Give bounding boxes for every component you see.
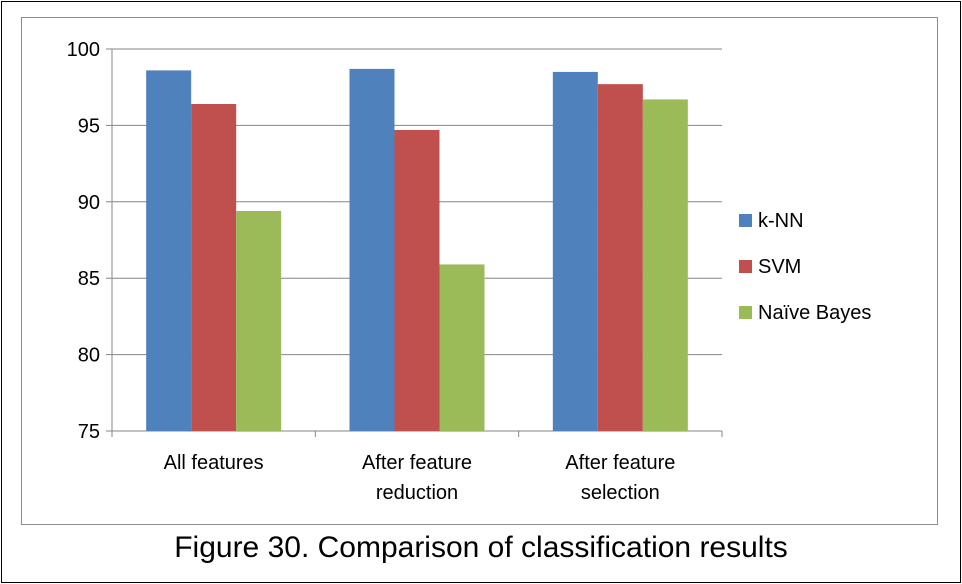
bar-k-nn — [552, 71, 598, 432]
bar-k-nn — [146, 70, 192, 431]
x-category-label: After feature — [362, 452, 472, 474]
legend-label: SVM — [758, 256, 801, 278]
x-category-label: After feature — [565, 452, 675, 474]
y-tick-label: 95 — [78, 115, 100, 137]
y-tick-label: 80 — [78, 345, 100, 367]
bar-chart: 75 80 85 90 95 100 All features After feature re… — [67, 39, 872, 504]
x-category-label: selection — [581, 482, 660, 504]
x-category-label: All features — [164, 452, 264, 474]
legend-label: k-NN — [758, 210, 804, 232]
bar-svm — [191, 104, 237, 432]
legend-swatch — [739, 214, 752, 227]
bar-svm — [394, 129, 440, 431]
legend-swatch — [739, 260, 752, 273]
bar-k-nn — [349, 68, 395, 431]
bar-svm — [597, 84, 643, 432]
x-category-label: reduction — [376, 482, 458, 504]
legend-label: Naïve Bayes — [758, 302, 871, 324]
y-tick-label: 85 — [78, 268, 100, 290]
bar-na-ve-bayes — [439, 264, 485, 431]
y-tick-label: 75 — [78, 421, 100, 443]
y-tick-label: 100 — [67, 39, 100, 61]
bar-na-ve-bayes — [236, 210, 282, 431]
figure-caption: Figure 30. Comparison of classification … — [174, 531, 788, 564]
bar-na-ve-bayes — [642, 99, 688, 431]
chart-area: 75 80 85 90 95 100 All features After feature re… — [21, 17, 938, 525]
y-tick-label: 90 — [78, 192, 100, 214]
legend-swatch — [739, 306, 752, 319]
